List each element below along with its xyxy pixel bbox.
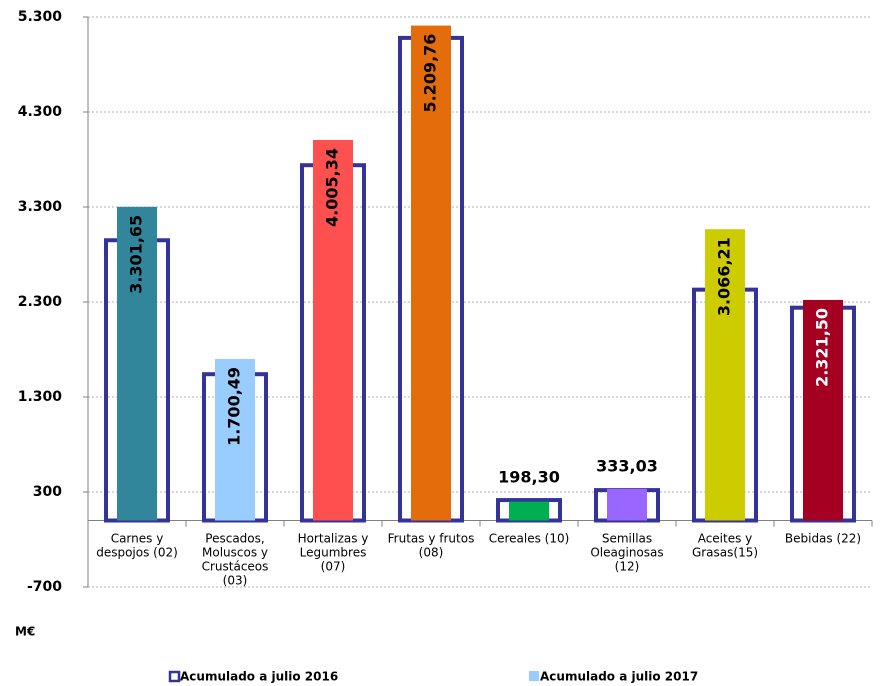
- x-tick-label-line: despojos (02): [96, 545, 178, 559]
- x-tick-label: Carnes y despojos (02): [96, 531, 178, 559]
- x-tick-label-line: Aceites y: [698, 531, 753, 545]
- data-label: 3.066,21: [715, 237, 734, 316]
- legend-swatch: [529, 671, 539, 681]
- x-tick-label: Aceites y Grasas(15): [692, 531, 758, 559]
- y-tick-label: 4.300: [18, 104, 63, 120]
- y-tick-label: 5.300: [18, 9, 63, 25]
- legend-label: Acumulado a julio 2017: [540, 670, 698, 684]
- x-tick-label-line: Oleaginosas: [590, 545, 663, 559]
- y-tick-label: 300: [33, 484, 62, 500]
- bar: [215, 358, 255, 521]
- bar: [509, 501, 549, 521]
- x-tick-label: Hortalizas y Legumbres (07): [298, 531, 369, 573]
- bar: [411, 25, 451, 521]
- data-label: 198,30: [498, 468, 560, 487]
- data-label: 1.700,49: [225, 367, 244, 446]
- data-label: 4.005,34: [323, 148, 342, 227]
- x-tick-label-line: Legumbres: [300, 545, 367, 559]
- x-tick-label-line: (08): [419, 545, 444, 559]
- x-tick-label: Frutas y frutos (08): [388, 531, 475, 559]
- bar: [313, 139, 353, 521]
- x-tick-label-line: (03): [223, 573, 248, 587]
- bar: [607, 488, 647, 521]
- x-tick-label-line: Crustáceos: [202, 559, 269, 573]
- legend-swatch: [168, 670, 181, 683]
- x-tick-label-line: Hortalizas y: [298, 531, 369, 545]
- x-tick-label-line: (12): [615, 559, 640, 573]
- x-tick-label-line: Cereales (10): [489, 531, 570, 545]
- bar: [705, 229, 745, 521]
- y-tick-label: -700: [27, 579, 62, 595]
- x-tick-label: Cereales (10): [489, 531, 570, 545]
- bar: [803, 299, 843, 521]
- x-tick-label-line: Semillas: [602, 531, 652, 545]
- legend-label: Acumulado a julio 2016: [180, 670, 338, 684]
- y-tick-label: 1.300: [18, 389, 63, 405]
- x-tick-label-line: Moluscos y: [202, 545, 268, 559]
- x-tick-label-line: Pescados,: [205, 531, 264, 545]
- x-tick-label-line: Grasas(15): [692, 545, 758, 559]
- x-tick-label-line: (07): [321, 559, 346, 573]
- bar: [117, 206, 157, 521]
- x-tick-label-line: Frutas y frutos: [388, 531, 475, 545]
- y-axis-label: M€: [15, 625, 35, 639]
- x-tick-label: Bebidas (22): [785, 531, 861, 545]
- data-label: 2.321,50: [813, 308, 832, 387]
- x-tick-label-line: Carnes y: [111, 531, 164, 545]
- data-label: 5.209,76: [421, 34, 440, 113]
- x-tick-label: Semillas Oleaginosas (12): [590, 531, 663, 573]
- x-tick-label-line: Bebidas (22): [785, 531, 861, 545]
- y-tick-label: 3.300: [18, 199, 63, 215]
- y-tick-label: 2.300: [18, 294, 63, 310]
- x-tick-label: Pescados, Moluscos y Crustáceos (03): [202, 531, 269, 587]
- data-label: 333,03: [596, 456, 658, 475]
- data-label: 3.301,65: [127, 215, 146, 294]
